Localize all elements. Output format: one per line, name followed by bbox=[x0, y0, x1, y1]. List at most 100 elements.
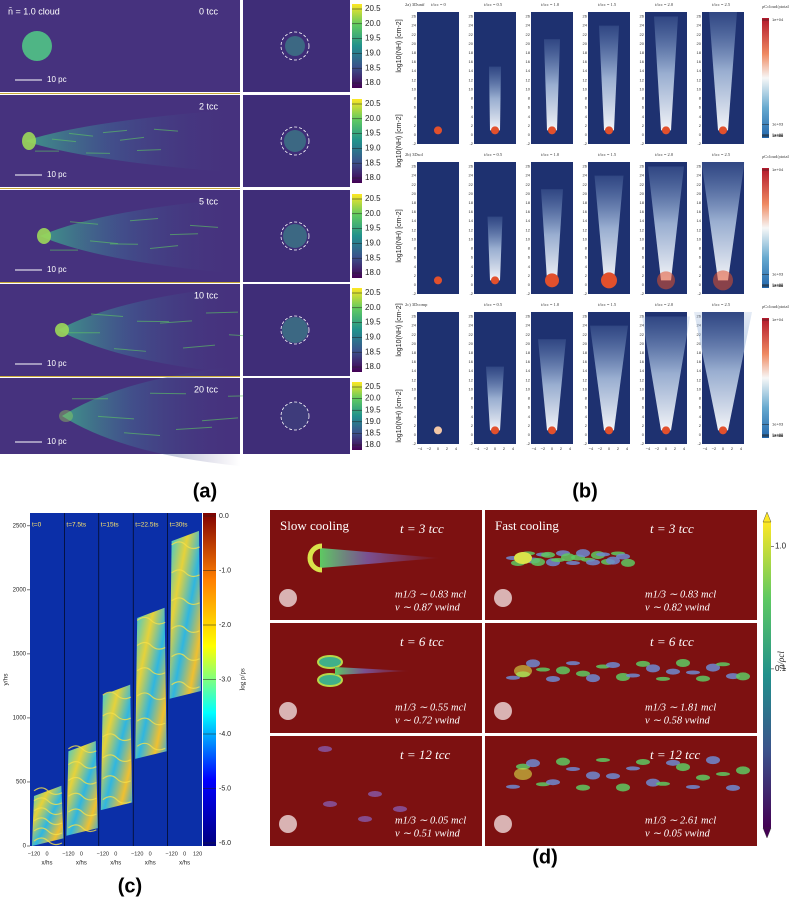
label: 12 bbox=[640, 227, 645, 232]
label: 26 bbox=[640, 164, 645, 169]
filament bbox=[136, 692, 166, 701]
label: 4 bbox=[528, 414, 531, 419]
cloud-head bbox=[59, 410, 73, 422]
label: 2 bbox=[414, 123, 417, 128]
cloud-fragment bbox=[646, 778, 660, 787]
cloud-fragment bbox=[621, 558, 635, 567]
label: t/tcc = 1.0 bbox=[541, 2, 560, 7]
label: 20.0 bbox=[365, 303, 381, 312]
label: 22 bbox=[412, 32, 417, 37]
cloud-core bbox=[713, 270, 733, 291]
label: 120 bbox=[193, 851, 202, 857]
label: 0.1 bbox=[775, 664, 787, 673]
label: 24 bbox=[469, 323, 474, 328]
label: t = 12 tcc bbox=[650, 747, 701, 762]
label: -2 bbox=[640, 141, 644, 146]
filament bbox=[129, 217, 159, 222]
gas-column bbox=[135, 607, 167, 759]
label: 0 bbox=[414, 132, 417, 137]
label: t/tcc = 0 bbox=[431, 2, 447, 7]
cloud-fragment bbox=[696, 774, 710, 781]
label: 12 bbox=[640, 377, 645, 382]
label: 18.0 bbox=[365, 362, 381, 371]
cloud-fragment bbox=[716, 662, 730, 667]
label: 0 bbox=[23, 844, 27, 850]
label: −2 bbox=[712, 446, 717, 451]
label: -2.0 bbox=[219, 622, 231, 629]
label: 2 bbox=[699, 423, 702, 428]
label: 16 bbox=[640, 359, 645, 364]
label: 14 bbox=[412, 218, 417, 223]
label: 20 bbox=[412, 341, 417, 346]
label: 26 bbox=[583, 164, 588, 169]
colorbar-end bbox=[762, 827, 772, 839]
label: ρCcloud/ρtotal bbox=[762, 304, 789, 309]
label: 20.0 bbox=[365, 114, 381, 123]
filament bbox=[136, 616, 166, 625]
label: 8 bbox=[414, 96, 417, 101]
label: Fast cooling bbox=[495, 518, 559, 533]
label: 26 bbox=[469, 14, 474, 19]
label: 20 bbox=[469, 191, 474, 196]
label: 8 bbox=[642, 396, 645, 401]
sim-panel bbox=[485, 510, 757, 620]
label: -6.0 bbox=[219, 840, 231, 847]
label: -2 bbox=[526, 291, 530, 296]
cloud-fragment bbox=[393, 806, 407, 812]
colorbar bbox=[762, 318, 769, 438]
initial-cloud bbox=[279, 589, 297, 607]
label: 10 bbox=[469, 86, 474, 91]
gas-column bbox=[32, 785, 64, 846]
label: 20 bbox=[640, 41, 645, 46]
label: 10 bbox=[697, 386, 702, 391]
label: 19.5 bbox=[365, 129, 381, 138]
label: 6 bbox=[414, 405, 417, 410]
label: 1e+00 bbox=[772, 133, 784, 138]
label: 1e+03 bbox=[772, 271, 784, 276]
label: 22 bbox=[697, 182, 702, 187]
cloud-fragment bbox=[686, 670, 700, 675]
label: -4.0 bbox=[219, 731, 231, 738]
label: t/tcc = 2.5 bbox=[712, 152, 731, 157]
label: 16 bbox=[526, 359, 531, 364]
label: 4 bbox=[414, 264, 417, 269]
label: -2 bbox=[697, 291, 701, 296]
label: 1e+03 bbox=[772, 121, 784, 126]
label: 16 bbox=[640, 209, 645, 214]
label: 16 bbox=[583, 359, 588, 364]
cloud-trail bbox=[58, 286, 240, 374]
label: 10 bbox=[583, 386, 588, 391]
label: 20 bbox=[526, 41, 531, 46]
label: 0 bbox=[414, 282, 417, 287]
label: 20 bbox=[412, 41, 417, 46]
label: 8 bbox=[414, 246, 417, 251]
label: 500 bbox=[16, 780, 27, 786]
label: 14 bbox=[697, 218, 702, 223]
label: 22 bbox=[583, 332, 588, 337]
label: t = 6 tcc bbox=[400, 634, 444, 649]
initial-outline bbox=[280, 401, 310, 431]
label: 10 bbox=[697, 86, 702, 91]
initial-outline bbox=[280, 31, 310, 61]
label: m1/3 ∼ 2.61 mcl bbox=[645, 815, 716, 826]
cloud-fragment bbox=[566, 661, 580, 666]
label: v ∼ 0.82 vwind bbox=[645, 602, 711, 613]
label: 12 bbox=[697, 77, 702, 82]
label: 20 bbox=[697, 41, 702, 46]
label: 2 bbox=[471, 123, 474, 128]
projection-cloud bbox=[282, 317, 308, 343]
cloud-fragment bbox=[646, 664, 660, 673]
plume bbox=[654, 16, 678, 131]
filament bbox=[33, 837, 63, 846]
cloud-fragment bbox=[551, 557, 565, 562]
label: 16 bbox=[697, 59, 702, 64]
label: 22 bbox=[412, 332, 417, 337]
label: 18 bbox=[469, 50, 474, 55]
label: 1e+04 bbox=[772, 17, 784, 22]
cloud-fragment bbox=[506, 675, 520, 680]
cloud-fragment bbox=[526, 759, 540, 768]
initial-cloud bbox=[279, 815, 297, 833]
colorbar bbox=[352, 4, 362, 88]
label: 18.5 bbox=[365, 158, 381, 167]
